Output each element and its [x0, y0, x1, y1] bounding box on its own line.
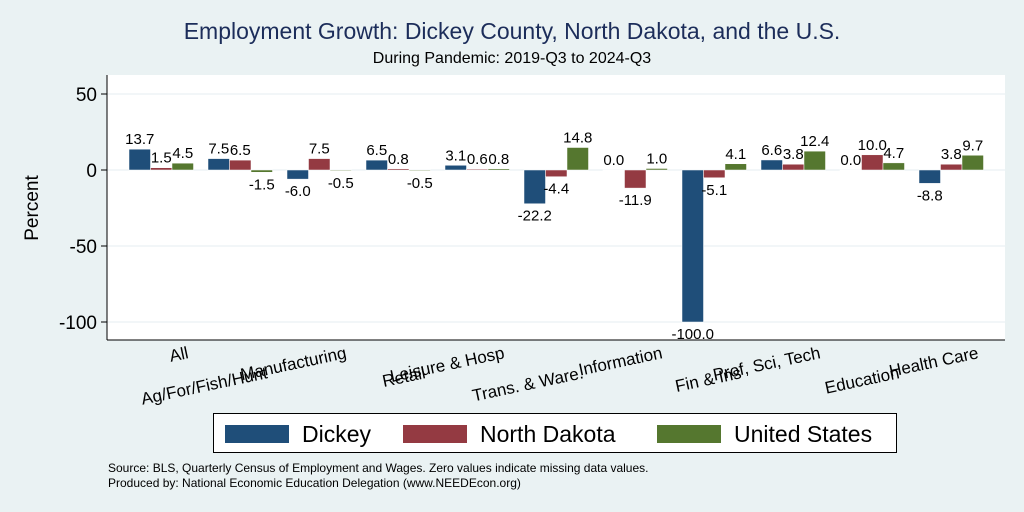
bar-north-dakota-retail	[387, 168, 410, 171]
value-label-united-states-retail: -0.5	[407, 175, 433, 192]
legend-item-united-states: United States	[656, 420, 873, 447]
bar-united-states-manufacturing	[329, 169, 352, 172]
value-label-united-states-health-care: 9.7	[962, 137, 983, 154]
legend-label-dickey: Dickey	[302, 420, 372, 447]
bar-dickey-education	[839, 169, 862, 171]
chart-title: Employment Growth: Dickey County, North …	[183, 18, 841, 44]
bar-north-dakota-trans-ware	[545, 169, 568, 177]
bar-united-states-retail	[408, 169, 431, 172]
value-label-north-dakota-manufacturing: 7.5	[309, 141, 330, 158]
x-tick-label-trans-ware: Trans. & Ware.	[471, 363, 586, 405]
producer-note: Produced by: National Economic Education…	[108, 476, 521, 490]
x-tick-label-information: Information	[577, 343, 664, 379]
value-label-dickey-fin-ins: -100.0	[671, 326, 714, 343]
legend-swatch-north-dakota	[402, 424, 468, 444]
value-label-united-states-manufacturing: -0.5	[328, 175, 354, 192]
legend-swatch-dickey	[224, 424, 290, 444]
value-label-north-dakota-leisure-hosp: 0.6	[467, 151, 488, 168]
value-label-united-states-education: 4.7	[883, 145, 904, 162]
bar-dickey-information	[602, 169, 625, 171]
value-label-united-states-prof-sci-tech: 12.4	[800, 133, 829, 150]
legend-swatch-united-states	[656, 424, 722, 444]
legend-item-dickey: Dickey	[224, 420, 372, 447]
bar-dickey-manufacturing	[286, 169, 309, 180]
bar-north-dakota-prof-sci-tech	[782, 163, 805, 171]
y-tick-label: 0	[86, 161, 97, 182]
bar-united-states-health-care	[961, 155, 984, 171]
value-label-north-dakota-information: -11.9	[619, 192, 652, 209]
value-label-north-dakota-all: 1.5	[151, 150, 172, 167]
bar-north-dakota-health-care	[940, 163, 963, 171]
legend: Dickey North Dakota United States	[213, 413, 897, 453]
bar-north-dakota-ag-for-fish-hunt	[229, 159, 252, 171]
value-label-dickey-leisure-hosp: 3.1	[445, 147, 466, 164]
value-label-north-dakota-fin-ins: -5.1	[701, 182, 727, 199]
bar-north-dakota-education	[861, 154, 884, 171]
bar-dickey-retail	[365, 159, 388, 171]
value-label-dickey-manufacturing: -6.0	[285, 183, 311, 200]
legend-item-north-dakota: North Dakota	[402, 420, 616, 447]
legend-label-united-states: United States	[734, 420, 873, 447]
x-tick-label-leisure-hosp: Leisure & Hosp	[388, 343, 506, 386]
value-label-dickey-health-care: -8.8	[917, 187, 943, 204]
bar-north-dakota-all	[150, 167, 173, 171]
x-tick-label-prof-sci-tech: Prof, Sci, Tech	[711, 343, 822, 384]
value-label-united-states-all: 4.5	[172, 145, 193, 162]
bar-united-states-ag-for-fish-hunt	[250, 169, 273, 173]
y-axis-label: Percent	[22, 175, 43, 241]
value-label-dickey-trans-ware: -22.2	[518, 208, 552, 225]
source-note: Source: BLS, Quarterly Census of Employm…	[108, 461, 649, 475]
bar-dickey-leisure-hosp	[444, 165, 467, 171]
value-label-united-states-fin-ins: 4.1	[725, 146, 746, 163]
value-label-north-dakota-ag-for-fish-hunt: 6.5	[230, 142, 251, 159]
bar-north-dakota-manufacturing	[308, 158, 331, 171]
value-label-united-states-trans-ware: 14.8	[563, 130, 592, 147]
bar-dickey-ag-for-fish-hunt	[207, 158, 230, 171]
bar-united-states-prof-sci-tech	[803, 150, 826, 171]
value-label-dickey-information: 0.0	[603, 152, 624, 169]
bar-united-states-all	[171, 162, 194, 171]
bar-north-dakota-fin-ins	[703, 169, 726, 179]
bar-dickey-all	[128, 148, 151, 171]
value-label-dickey-education: 0.0	[840, 152, 861, 169]
chart-subtitle: During Pandemic: 2019-Q3 to 2024-Q3	[372, 50, 652, 67]
x-tick-label-all: All	[168, 343, 190, 366]
value-label-dickey-all: 13.7	[125, 131, 154, 148]
y-tick-label: 50	[76, 85, 97, 106]
value-label-north-dakota-trans-ware: -4.4	[543, 181, 569, 198]
bar-united-states-leisure-hosp	[487, 168, 510, 171]
bar-united-states-information	[645, 168, 668, 171]
bar-chart: 13.71.5 4.5 7.5 6.5-1.5 -6.07.5-0.56.50.8-0.…	[22, 75, 1005, 409]
value-label-united-states-leisure-hosp: 0.8	[488, 151, 509, 168]
bar-dickey-trans-ware	[523, 169, 546, 204]
bar-united-states-trans-ware	[566, 147, 589, 171]
y-tick-label: -50	[70, 237, 97, 258]
bar-dickey-health-care	[918, 169, 941, 184]
bar-north-dakota-information	[624, 169, 647, 189]
value-label-north-dakota-prof-sci-tech: 3.8	[783, 146, 804, 163]
value-label-dickey-ag-for-fish-hunt: 7.5	[208, 141, 229, 158]
bar-dickey-fin-ins	[681, 169, 704, 323]
value-label-north-dakota-health-care: 3.8	[941, 146, 962, 163]
value-label-dickey-retail: 6.5	[366, 142, 387, 159]
value-label-united-states-ag-for-fish-hunt: -1.5	[249, 176, 275, 193]
legend-label-north-dakota: North Dakota	[480, 420, 616, 447]
value-label-north-dakota-education: 10.0	[858, 137, 887, 154]
bar-united-states-education	[882, 162, 905, 171]
bar-united-states-fin-ins	[724, 163, 747, 171]
x-tick-label-manufacturing: Manufacturing	[239, 343, 348, 384]
value-label-dickey-prof-sci-tech: 6.6	[761, 142, 782, 159]
bar-north-dakota-leisure-hosp	[466, 168, 489, 171]
bar-dickey-prof-sci-tech	[760, 159, 783, 171]
plot-area	[107, 75, 1005, 340]
x-tick-label-health-care: Health Care	[887, 343, 980, 380]
value-label-north-dakota-retail: 0.8	[388, 151, 409, 168]
value-label-united-states-information: 1.0	[646, 150, 667, 167]
y-tick-label: -100	[59, 313, 97, 334]
